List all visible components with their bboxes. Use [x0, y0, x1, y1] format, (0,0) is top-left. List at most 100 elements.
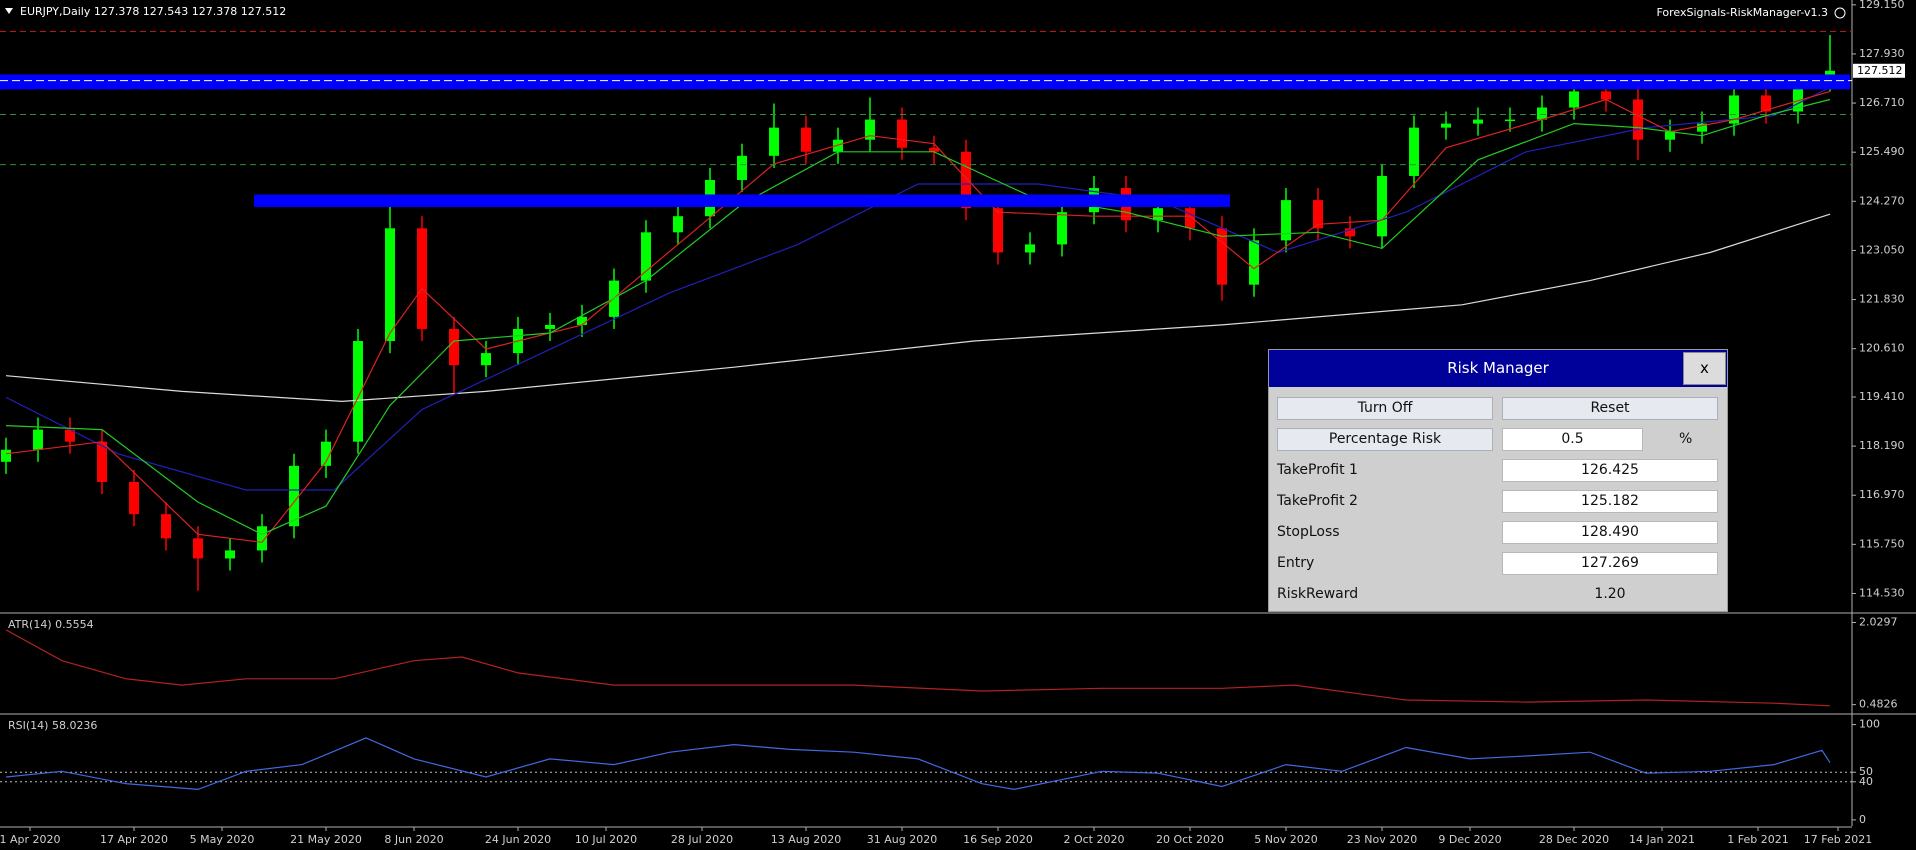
x-tick-label: 28 Jul 2020 [671, 833, 733, 846]
atr-label: ATR(14) 0.5554 [8, 618, 94, 631]
x-tick-label: 31 Aug 2020 [867, 833, 937, 846]
candle-body [1537, 107, 1547, 120]
candle-body [449, 328, 459, 366]
percent-unit: % [1679, 431, 1693, 447]
y-tick-label: 124.270 [1859, 194, 1905, 207]
field-label: Entry [1277, 555, 1315, 571]
y-tick-label: 0.4826 [1859, 698, 1898, 711]
y-tick-label: 115.750 [1859, 537, 1905, 550]
x-tick-label: 1 Feb 2021 [1727, 833, 1788, 846]
candle-body [1249, 240, 1259, 285]
x-tick-label: 8 Jun 2020 [384, 833, 443, 846]
candle-body [1729, 95, 1739, 124]
indicator-line [5, 98, 1831, 535]
field-value[interactable]: 125.182 [1502, 490, 1718, 513]
candle-body [737, 155, 747, 180]
candle-body [353, 341, 363, 442]
y-tick-label: 120.610 [1859, 342, 1905, 355]
risk-manager-panel: Risk Manager x Turn Off Reset Percentage… [1268, 349, 1728, 612]
candle-body [801, 127, 811, 152]
candle-body [1281, 200, 1291, 241]
field-value[interactable]: 126.425 [1502, 459, 1718, 482]
y-tick-label: 2.0297 [1859, 616, 1898, 629]
reset-button[interactable]: Reset [1502, 397, 1718, 420]
indicator-line [5, 90, 1831, 543]
y-tick-label: 0 [1859, 813, 1866, 826]
candle-body [1505, 119, 1515, 122]
candle-body [129, 481, 139, 515]
turn-off-button[interactable]: Turn Off [1277, 397, 1493, 420]
x-tick-label: 23 Nov 2020 [1347, 833, 1417, 846]
y-tick-label: 116.970 [1859, 488, 1905, 501]
indicator-icon[interactable] [1834, 7, 1846, 19]
candle-body [1665, 131, 1675, 140]
candle-body [1473, 119, 1483, 124]
candle-body [1153, 208, 1163, 221]
x-tick-label: 1 Apr 2020 [0, 833, 61, 846]
candle-body [481, 353, 491, 366]
collapse-icon[interactable] [5, 8, 13, 14]
y-tick-label: 40 [1859, 775, 1873, 788]
x-tick-label: 21 May 2020 [290, 833, 362, 846]
current-price-box [1853, 63, 1905, 78]
x-tick-label: 20 Oct 2020 [1156, 833, 1224, 846]
field-label: RiskReward [1277, 586, 1359, 602]
candle-body [193, 538, 203, 559]
close-button[interactable]: x [1683, 352, 1726, 385]
y-tick-label: 125.490 [1859, 145, 1905, 158]
y-tick-label: 119.410 [1859, 390, 1905, 403]
candle-body [545, 324, 555, 329]
candle-body [641, 232, 651, 281]
candle-body [1793, 87, 1803, 112]
percentage-risk-input[interactable]: 0.5 [1502, 428, 1643, 451]
candle-body [65, 429, 75, 442]
candle-body [417, 228, 427, 329]
candle-body [865, 119, 875, 140]
risk-reward-value: 1.20 [1594, 586, 1626, 602]
x-tick-label: 13 Aug 2020 [771, 833, 841, 846]
field-label: StopLoss [1277, 524, 1340, 540]
candle-body [1441, 123, 1451, 128]
candle-body [1601, 91, 1611, 100]
indicator-name: ForexSignals-RiskManager-v1.3 [1656, 6, 1828, 19]
price-zone [254, 194, 1230, 207]
y-tick-label: 126.710 [1859, 96, 1905, 109]
y-tick-label: 50 [1859, 765, 1873, 778]
x-tick-label: 17 Apr 2020 [100, 833, 168, 846]
candle-body [1057, 212, 1067, 245]
y-tick-label: 114.530 [1859, 586, 1905, 599]
x-tick-label: 9 Dec 2020 [1438, 833, 1501, 846]
candle-body [1025, 244, 1035, 253]
field-value[interactable]: 127.269 [1502, 552, 1718, 575]
indicator-line [5, 629, 1831, 707]
y-tick-label: 127.930 [1859, 47, 1905, 60]
x-tick-label: 5 Nov 2020 [1254, 833, 1317, 846]
indicator-line [5, 213, 1831, 403]
candle-body [1, 449, 11, 462]
x-tick-label: 16 Sep 2020 [963, 833, 1033, 846]
candle-body [1409, 127, 1419, 176]
indicator-line [5, 86, 1831, 491]
y-tick-label: 100 [1859, 718, 1880, 731]
candle-body [321, 441, 331, 466]
y-tick-label: 121.830 [1859, 293, 1905, 306]
candle-body [769, 127, 779, 156]
x-tick-label: 17 Feb 2021 [1804, 833, 1872, 846]
x-tick-label: 24 Jun 2020 [485, 833, 551, 846]
candle-body [897, 119, 907, 148]
candle-body [289, 465, 299, 527]
candle-body [385, 228, 395, 342]
y-tick-label: 123.050 [1859, 243, 1905, 256]
candle-body [961, 151, 971, 209]
percentage-risk-button[interactable]: Percentage Risk [1277, 428, 1493, 451]
candle-body [1569, 91, 1579, 108]
symbol-header: EURJPY,Daily 127.378 127.543 127.378 127… [20, 5, 286, 18]
y-tick-label: 129.150 [1859, 0, 1905, 11]
candle-body [1761, 95, 1771, 112]
candle-body [577, 316, 587, 325]
field-value[interactable]: 128.490 [1502, 521, 1718, 544]
candle-body [257, 526, 267, 551]
candle-body [1633, 99, 1643, 140]
candle-body [929, 147, 939, 152]
